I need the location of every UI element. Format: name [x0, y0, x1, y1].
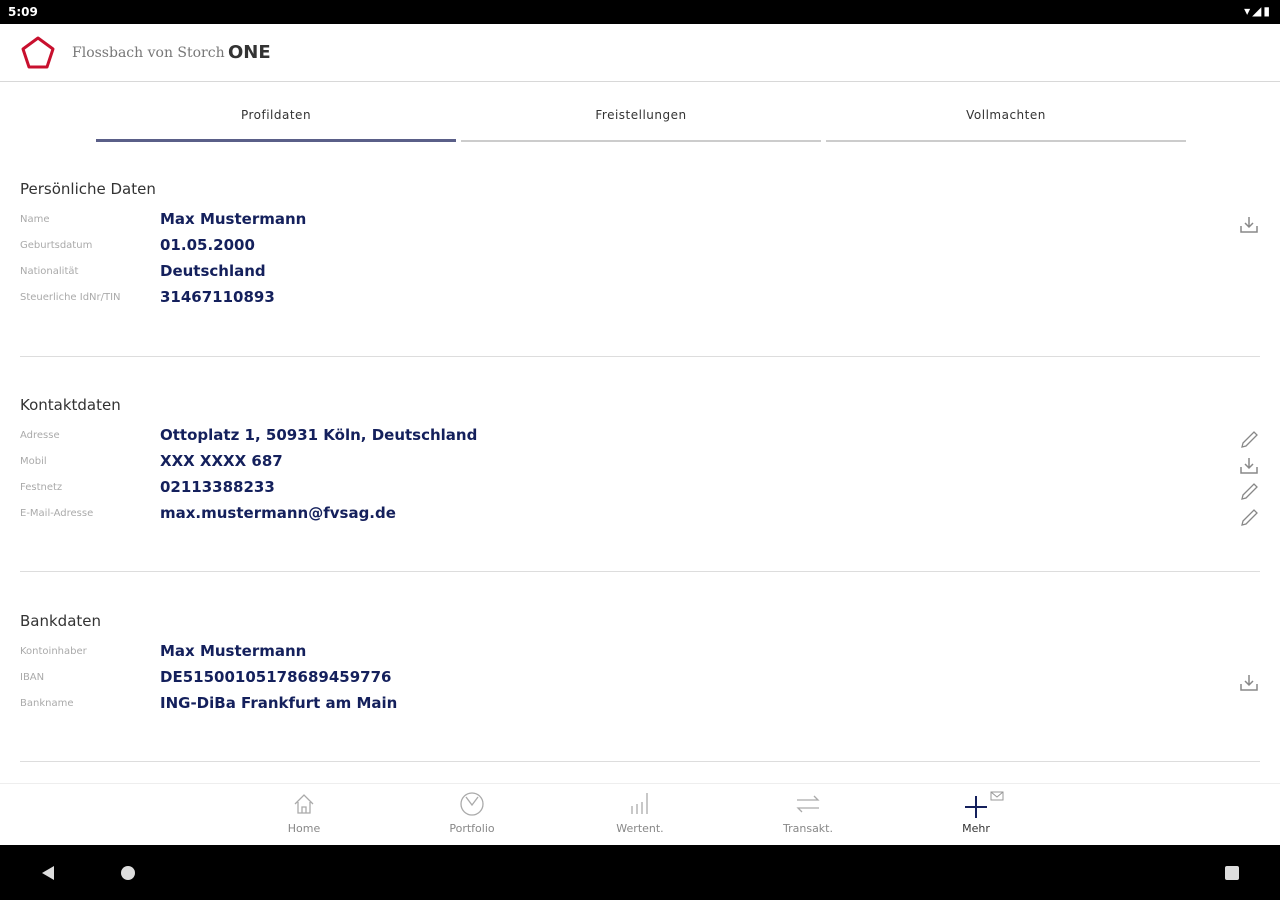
- nav-label: Wertent.: [616, 822, 664, 835]
- nav-transaktionen[interactable]: Transakt.: [758, 790, 858, 835]
- data-row: Steuerliche IdNr/TIN 31467110893: [20, 284, 1260, 310]
- status-icons: ▾◢▮: [1244, 4, 1272, 18]
- field-value: Max Mustermann: [160, 642, 307, 660]
- recents-icon[interactable]: [1224, 865, 1240, 881]
- field-label: Mobil: [20, 455, 47, 467]
- field-value: Max Mustermann: [160, 210, 307, 228]
- system-navigation-bar: [0, 845, 1280, 900]
- tab-bar: Profildaten Freistellungen Vollmachten: [96, 100, 1186, 142]
- data-row: Festnetz 02113388233: [20, 474, 1260, 500]
- nav-mehr[interactable]: Mehr: [926, 790, 1026, 835]
- field-value: 01.05.2000: [160, 236, 255, 254]
- nav-label: Transakt.: [783, 822, 833, 835]
- contact-data-section: Kontaktdaten Adresse Ottoplatz 1, 50931 K…: [20, 396, 1260, 526]
- tab-vollmachten[interactable]: Vollmachten: [826, 100, 1186, 142]
- field-label: E-Mail-Adresse: [20, 507, 94, 519]
- download-icon[interactable]: [1238, 214, 1260, 236]
- field-label: Festnetz: [20, 481, 63, 493]
- data-row: Bankname ING-DiBa Frankfurt am Main: [20, 690, 1260, 716]
- portfolio-icon: [460, 792, 484, 816]
- download-icon[interactable]: [1238, 672, 1260, 694]
- field-value: ING-DiBa Frankfurt am Main: [160, 694, 398, 712]
- data-row: Kontoinhaber Max Mustermann: [20, 638, 1260, 664]
- nav-label: Home: [287, 822, 321, 835]
- download-icon[interactable]: [1238, 455, 1260, 477]
- logo-icon: [21, 36, 55, 69]
- status-bar: 5:09 ▾◢▮: [0, 0, 1280, 24]
- chart-icon: [631, 793, 648, 814]
- nav-label: Mehr: [962, 822, 990, 835]
- home-button-icon[interactable]: [120, 865, 136, 881]
- back-icon[interactable]: [40, 865, 56, 881]
- data-row: E-Mail-Adresse max.mustermann@fvsag.de: [20, 500, 1260, 526]
- field-label: Bankname: [20, 697, 74, 709]
- divider: [20, 761, 1260, 762]
- field-label: Name: [20, 213, 50, 225]
- bank-data-section: Bankdaten Kontoinhaber Max Mustermann IBA…: [20, 612, 1260, 716]
- field-value: XXX XXXX 687: [160, 452, 283, 470]
- plus-icon: [965, 791, 1004, 818]
- data-row: IBAN DE51500105178689459776: [20, 664, 1260, 690]
- section-title: Bankdaten: [20, 612, 102, 630]
- brand-name: Flossbach von Storch: [72, 45, 225, 61]
- field-label: Kontoinhaber: [20, 645, 87, 657]
- edit-phone-pencil-icon[interactable]: [1238, 481, 1260, 503]
- field-label: Adresse: [20, 429, 60, 441]
- field-value: 31467110893: [160, 288, 275, 306]
- field-label: Nationalität: [20, 265, 79, 277]
- section-title: Persönliche Daten: [20, 180, 156, 198]
- field-label: Steuerliche IdNr/TIN: [20, 291, 121, 303]
- tab-freistellungen[interactable]: Freistellungen: [461, 100, 821, 142]
- transfer-icon: [796, 795, 820, 813]
- divider: [20, 356, 1260, 357]
- personal-data-section: Persönliche Daten Name Max Mustermann Geb…: [20, 180, 1260, 310]
- nav-wertentwicklung[interactable]: Wertent.: [590, 790, 690, 835]
- data-row: Mobil XXX XXXX 687: [20, 448, 1260, 474]
- field-label: IBAN: [20, 671, 45, 683]
- field-value: DE51500105178689459776: [160, 668, 392, 686]
- field-value: Ottoplatz 1, 50931 Köln, Deutschland: [160, 426, 478, 444]
- app-bar: Flossbach von Storch ONE: [0, 24, 1280, 82]
- home-icon: [294, 794, 314, 814]
- status-time: 5:09: [8, 5, 38, 19]
- data-row: Nationalität Deutschland: [20, 258, 1260, 284]
- section-title: Kontaktdaten: [20, 396, 121, 414]
- edit-address-pencil-icon[interactable]: [1238, 429, 1260, 451]
- divider: [20, 571, 1260, 572]
- edit-email-pencil-icon[interactable]: [1238, 507, 1260, 529]
- field-value: 02113388233: [160, 478, 275, 496]
- tab-profildaten[interactable]: Profildaten: [96, 100, 456, 142]
- data-row: Adresse Ottoplatz 1, 50931 Köln, Deutschl…: [20, 422, 1260, 448]
- field-value: max.mustermann@fvsag.de: [160, 504, 396, 522]
- bottom-navigation: Home Portfolio Wertent. Transakt. Mehr: [0, 783, 1280, 845]
- nav-portfolio[interactable]: Portfolio: [422, 790, 522, 835]
- data-row: Name Max Mustermann: [20, 206, 1260, 232]
- nav-home[interactable]: Home: [254, 790, 354, 835]
- field-value: Deutschland: [160, 262, 266, 280]
- field-label: Geburtsdatum: [20, 239, 93, 251]
- data-row: Geburtsdatum 01.05.2000: [20, 232, 1260, 258]
- nav-label: Portfolio: [449, 822, 495, 835]
- product-name: ONE: [228, 42, 271, 63]
